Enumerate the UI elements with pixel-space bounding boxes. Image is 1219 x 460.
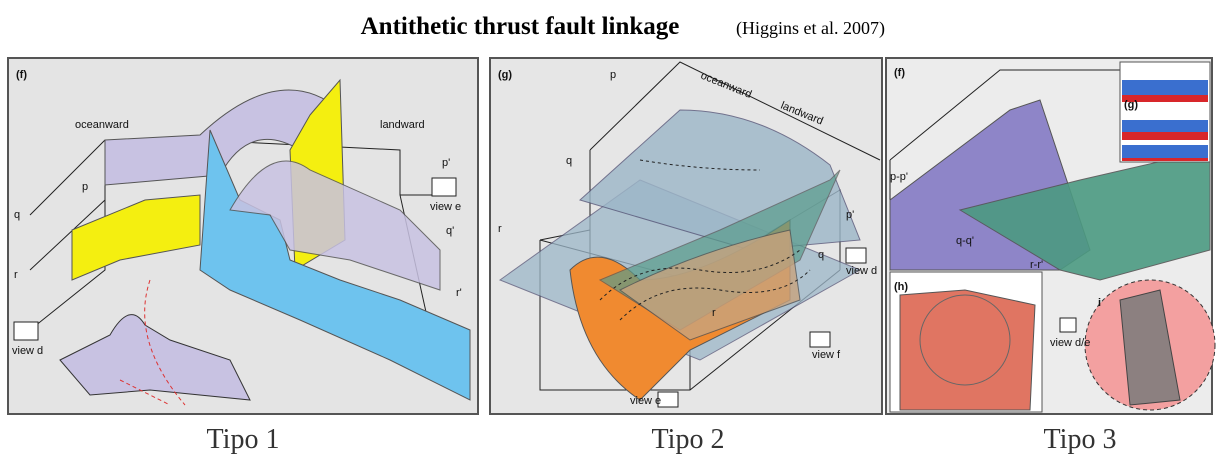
figure: Antithetic thrust fault linkage (Higgins… [0, 0, 1219, 460]
camera-icon [846, 248, 866, 263]
view-label: view e [630, 395, 661, 407]
section-label: r [712, 307, 716, 319]
section-label: p [610, 69, 616, 81]
panel-1: (f) oceanward landward p p' q q' r r' vi… [8, 58, 478, 455]
section-label: q' [446, 225, 454, 237]
section-label: p-p' [890, 171, 908, 183]
inset-label: (h) [894, 281, 908, 293]
camera-icon [1060, 318, 1076, 332]
view-label: view f [812, 349, 841, 361]
title: Antithetic thrust fault linkage [361, 13, 680, 40]
panel-label: (f) [894, 67, 905, 79]
inset-label: i [1098, 297, 1101, 309]
camera-icon [432, 178, 456, 196]
section-label: r-r' [1030, 259, 1043, 271]
view-label: view d/e [1050, 337, 1090, 349]
camera-icon [810, 332, 830, 347]
inset-h-surface [900, 290, 1035, 410]
section-label: q [566, 155, 572, 167]
camera-icon [14, 322, 38, 340]
caption: Tipo 1 [207, 424, 280, 455]
view-label: view d [12, 345, 43, 357]
section-label: p [82, 181, 88, 193]
panel-2: (g) p oceanward landward q r p' q r view… [490, 58, 882, 455]
panel-3: (f) (g) (h) i p-p' q-q' r-r' view d/e Ti… [886, 58, 1215, 455]
section-label: p' [442, 157, 450, 169]
section-label: q-q' [956, 235, 974, 247]
direction-label: landward [380, 119, 425, 131]
panel-label: (f) [16, 69, 27, 81]
section-label: r [498, 223, 502, 235]
citation: (Higgins et al. 2007) [736, 18, 885, 39]
inset-label: (g) [1124, 99, 1138, 111]
panel-label: (g) [498, 69, 512, 81]
view-label: view e [430, 201, 461, 213]
caption: Tipo 3 [1044, 424, 1117, 455]
section-label: q [14, 209, 20, 221]
caption: Tipo 2 [652, 424, 725, 455]
section-label: p' [846, 209, 854, 221]
section-label: q [818, 249, 824, 261]
view-label: view d [846, 265, 877, 277]
section-label: r' [456, 287, 462, 299]
direction-label: oceanward [75, 119, 129, 131]
section-label: r [14, 269, 18, 281]
